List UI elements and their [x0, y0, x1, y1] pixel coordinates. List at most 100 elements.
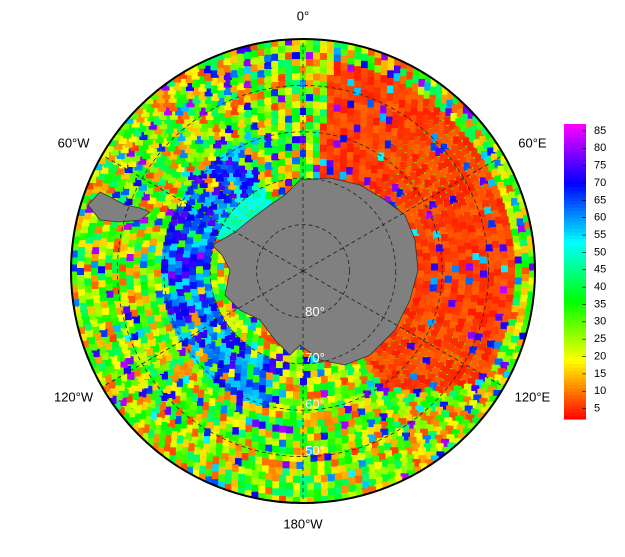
field-cell — [141, 341, 150, 350]
field-cell — [412, 458, 421, 467]
field-cell — [387, 391, 396, 400]
field-cell — [198, 83, 207, 92]
field-cell — [385, 409, 394, 418]
field-cell — [172, 305, 181, 314]
field-cell — [412, 416, 421, 425]
field-cell — [406, 158, 415, 167]
field-cell — [172, 228, 181, 237]
field-cell — [483, 330, 492, 339]
map-border — [70, 38, 536, 504]
field-cell — [156, 210, 165, 219]
field-cell — [230, 479, 239, 488]
field-cell — [352, 371, 361, 380]
field-cell — [173, 66, 182, 75]
field-cell — [278, 115, 287, 124]
field-cell — [161, 286, 170, 295]
field-cell — [278, 73, 287, 82]
field-cell — [288, 349, 297, 358]
field-cell — [313, 135, 322, 144]
field-cell — [292, 149, 301, 158]
field-cell — [197, 194, 206, 203]
field-cell — [519, 332, 528, 341]
field-cell — [200, 374, 209, 383]
field-cell — [125, 356, 134, 365]
field-cell — [168, 411, 177, 420]
field-cell — [162, 90, 171, 99]
field-cell — [207, 398, 216, 407]
field-cell — [173, 459, 182, 468]
field-cell — [340, 435, 349, 444]
field-cell — [424, 326, 433, 335]
field-cell — [192, 446, 201, 455]
field-cell — [83, 211, 92, 220]
field-cell — [463, 383, 472, 392]
field-cell — [429, 284, 438, 293]
field-cell — [142, 394, 151, 403]
field-cell — [201, 230, 210, 239]
field-cell — [89, 342, 98, 351]
field-cell — [485, 172, 494, 181]
field-cell — [197, 52, 206, 61]
field-cell — [236, 45, 245, 54]
field-cell — [393, 88, 402, 97]
field-cell — [419, 141, 428, 150]
field-cell — [165, 306, 174, 315]
colorbar-tick-label: 80 — [594, 142, 606, 154]
field-cell — [506, 168, 515, 177]
field-cell — [412, 451, 421, 460]
field-cell — [119, 359, 128, 368]
field-cell — [305, 426, 314, 435]
field-cell — [455, 176, 464, 185]
field-cell — [83, 256, 92, 265]
field-cell — [151, 99, 160, 108]
field-cell — [147, 244, 156, 253]
field-cell — [261, 356, 270, 365]
field-cell — [125, 252, 134, 261]
field-cell — [184, 388, 193, 397]
field-cell — [320, 31, 328, 39]
field-cell — [98, 244, 107, 253]
field-cell — [243, 101, 252, 110]
field-cell — [476, 121, 485, 130]
field-cell — [99, 139, 108, 148]
field-cell — [376, 399, 385, 408]
field-cell — [131, 414, 140, 423]
field-cell — [198, 314, 207, 323]
field-cell — [244, 109, 253, 118]
field-cell — [274, 502, 283, 503]
field-cell — [250, 426, 259, 435]
field-cell — [153, 282, 162, 291]
field-cell — [404, 301, 413, 310]
field-cell — [208, 152, 217, 161]
field-cell — [528, 284, 535, 293]
field-cell — [128, 301, 137, 310]
field-cell — [492, 289, 501, 298]
field-cell — [391, 370, 400, 379]
field-cell — [478, 210, 487, 219]
field-cell — [354, 94, 363, 103]
field-cell — [445, 453, 454, 462]
field-cell — [97, 361, 106, 370]
field-cell — [451, 265, 460, 274]
field-cell — [374, 87, 383, 96]
field-cell — [414, 330, 423, 339]
field-cell — [97, 345, 106, 354]
field-cell — [413, 424, 422, 433]
field-cell — [384, 132, 393, 141]
field-cell — [243, 346, 252, 355]
field-cell — [446, 359, 455, 368]
field-cell — [264, 444, 273, 453]
field-cell — [284, 440, 293, 449]
field-cell — [408, 222, 417, 231]
field-cell — [472, 281, 481, 290]
field-cell — [197, 339, 206, 348]
field-cell — [510, 373, 519, 382]
field-cell — [503, 162, 512, 171]
field-cell — [139, 91, 148, 100]
meridian — [101, 270, 304, 388]
field-cell — [484, 300, 493, 309]
field-cell — [295, 468, 304, 477]
field-cell — [223, 476, 232, 485]
field-cell — [230, 427, 239, 436]
field-cell — [514, 263, 523, 272]
